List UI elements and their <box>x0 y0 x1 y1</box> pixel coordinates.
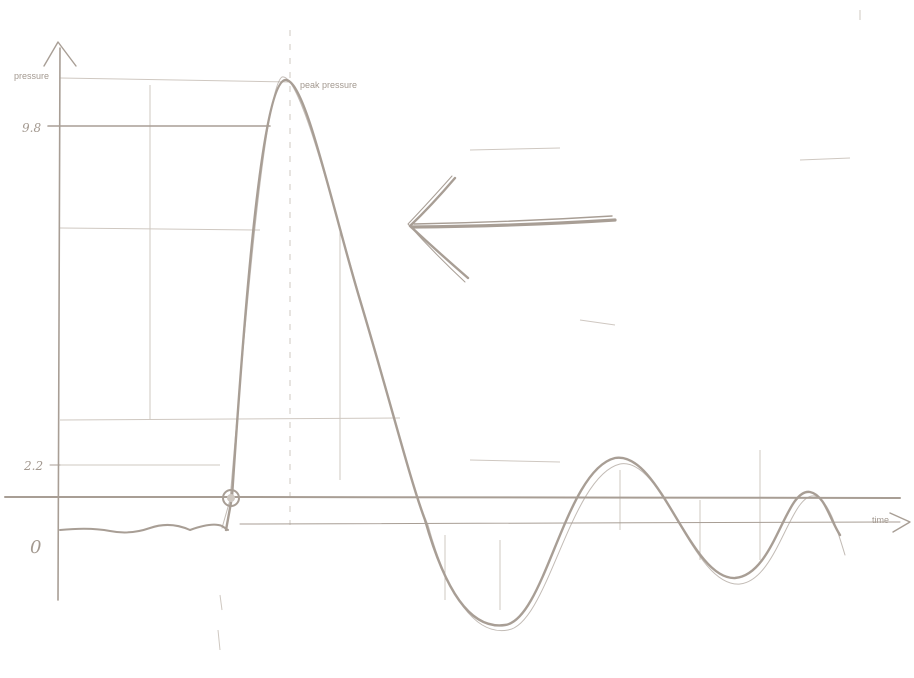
event-marker <box>222 489 240 507</box>
pressure-wave <box>221 76 846 632</box>
pre-event-baseline <box>59 523 229 534</box>
tick-label-upper: 9.8 <box>22 121 41 135</box>
x-axis <box>4 496 911 533</box>
peak-label: peak pressure <box>300 80 357 90</box>
y-ticks <box>47 125 271 466</box>
construction-lines <box>59 10 861 651</box>
y-axis-label: pressure <box>14 71 49 81</box>
tick-label-origin: 0 <box>30 537 41 558</box>
x-axis-label: time <box>872 515 889 525</box>
y-axis <box>43 41 77 601</box>
tick-label-lower: 2.2 <box>23 459 43 473</box>
arrow-icon <box>407 175 617 283</box>
